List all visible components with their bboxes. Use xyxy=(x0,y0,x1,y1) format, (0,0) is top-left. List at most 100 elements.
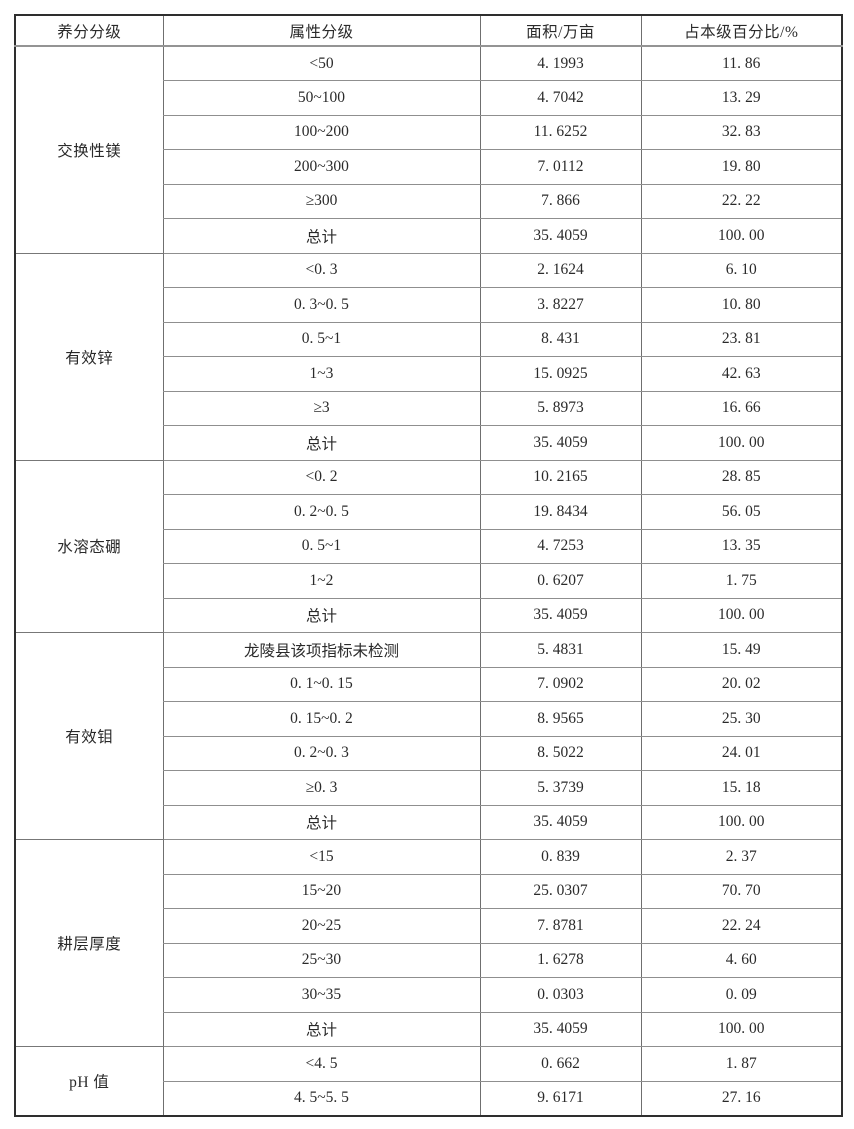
table-row: 4. 5~5. 5 9. 6171 27. 16 xyxy=(15,1081,842,1116)
nutrient-group-cell: 耕层厚度 xyxy=(14,839,163,1047)
percentage-value-cell: 32. 83 xyxy=(640,115,842,150)
table-row: 总计 35. 4059 100. 00 xyxy=(15,425,842,461)
attribute-grade-cell: 龙陵县该项指标未检测 xyxy=(162,632,480,668)
area-value-cell: 8. 9565 xyxy=(479,701,641,737)
percentage-value-cell: 56. 05 xyxy=(640,494,842,530)
attribute-grade-cell: 20~25 xyxy=(162,908,480,944)
area-value-cell: 1. 6278 xyxy=(479,943,641,978)
table-row: 100~200 11. 6252 32. 83 xyxy=(15,115,842,150)
attribute-grade-cell: 1~3 xyxy=(162,356,480,392)
area-value-cell: 8. 431 xyxy=(479,322,641,357)
table-row: ≥0. 3 5. 3739 15. 18 xyxy=(15,770,842,806)
attribute-grade-cell: 总计 xyxy=(162,805,480,840)
percentage-value-cell: 2. 37 xyxy=(640,839,842,875)
table-row: 200~300 7. 0112 19. 80 xyxy=(15,149,842,185)
area-value-cell: 7. 0112 xyxy=(479,149,641,185)
percentage-value-cell: 6. 10 xyxy=(640,253,842,288)
table-row: 0. 1~0. 15 7. 0902 20. 02 xyxy=(15,667,842,702)
table-row: 0. 2~0. 3 8. 5022 24. 01 xyxy=(15,736,842,771)
table-row: ≥3 5. 8973 16. 66 xyxy=(15,391,842,426)
nutrient-group-cell: 水溶态硼 xyxy=(14,460,163,633)
area-value-cell: 0. 6207 xyxy=(479,563,641,599)
table-row: 50~100 4. 7042 13. 29 xyxy=(15,80,842,116)
area-value-cell: 5. 4831 xyxy=(479,632,641,668)
area-value-cell: 9. 6171 xyxy=(479,1081,641,1116)
percentage-value-cell: 42. 63 xyxy=(640,356,842,392)
percentage-value-cell: 15. 49 xyxy=(640,632,842,668)
table-row: 耕层厚度 <15 0. 839 2. 37 xyxy=(14,839,842,1047)
percentage-value-cell: 4. 60 xyxy=(640,943,842,978)
attribute-grade-cell: <4. 5 xyxy=(162,1046,480,1082)
attribute-grade-cell: 0. 15~0. 2 xyxy=(162,701,480,737)
percentage-value-cell: 27. 16 xyxy=(640,1081,842,1116)
area-value-cell: 19. 8434 xyxy=(479,494,641,530)
attribute-grade-cell: ≥300 xyxy=(162,184,480,219)
percentage-value-cell: 1. 75 xyxy=(640,563,842,599)
attribute-grade-cell: <50 xyxy=(162,46,480,81)
table-row: 水溶态硼 <0. 2 10. 2165 28. 85 xyxy=(14,460,842,633)
attribute-grade-cell: <0. 2 xyxy=(162,460,480,495)
attribute-grade-cell: 15~20 xyxy=(162,874,480,909)
percentage-value-cell: 19. 80 xyxy=(640,149,842,185)
attribute-grade-cell: 总计 xyxy=(162,218,480,254)
percentage-value-cell: 28. 85 xyxy=(640,460,842,495)
attribute-grade-cell: 25~30 xyxy=(162,943,480,978)
nutrient-group-cell: pH 值 xyxy=(14,1046,163,1116)
attribute-grade-cell: ≥0. 3 xyxy=(162,770,480,806)
table-row: 0. 3~0. 5 3. 8227 10. 80 xyxy=(15,287,842,323)
header-area: 面积/万亩 xyxy=(479,15,641,47)
area-value-cell: 4. 7042 xyxy=(479,80,641,116)
header-row: 养分分级 属性分级 面积/万亩 占本级百分比/% xyxy=(14,15,842,47)
area-value-cell: 35. 4059 xyxy=(479,1012,641,1047)
area-value-cell: 35. 4059 xyxy=(479,598,641,633)
attribute-grade-cell: 0. 3~0. 5 xyxy=(162,287,480,323)
area-value-cell: 35. 4059 xyxy=(479,218,641,254)
area-value-cell: 11. 6252 xyxy=(479,115,641,150)
percentage-value-cell: 100. 00 xyxy=(640,1012,842,1047)
area-value-cell: 2. 1624 xyxy=(479,253,641,288)
attribute-grade-cell: 总计 xyxy=(162,598,480,633)
area-value-cell: 25. 0307 xyxy=(479,874,641,909)
attribute-grade-cell: 0. 2~0. 3 xyxy=(162,736,480,771)
area-value-cell: 7. 0902 xyxy=(479,667,641,702)
attribute-grade-cell: 0. 1~0. 15 xyxy=(162,667,480,702)
table-row: 总计 35. 4059 100. 00 xyxy=(15,1012,842,1047)
area-value-cell: 10. 2165 xyxy=(479,460,641,495)
attribute-grade-cell: 100~200 xyxy=(162,115,480,150)
percentage-value-cell: 13. 35 xyxy=(640,529,842,564)
attribute-grade-cell: 4. 5~5. 5 xyxy=(162,1081,480,1116)
area-value-cell: 0. 662 xyxy=(479,1046,641,1082)
header-attribute-grade: 属性分级 xyxy=(162,15,480,47)
percentage-value-cell: 100. 00 xyxy=(640,218,842,254)
area-value-cell: 7. 8781 xyxy=(479,908,641,944)
soil-nutrient-classification-table: 养分分级 属性分级 面积/万亩 占本级百分比/% 交换性镁 <50 4. 1993 1… xyxy=(14,14,843,1117)
attribute-grade-cell: 0. 5~1 xyxy=(162,529,480,564)
nutrient-group-cell: 交换性镁 xyxy=(14,46,163,254)
percentage-value-cell: 0. 09 xyxy=(640,977,842,1013)
attribute-grade-cell: 0. 2~0. 5 xyxy=(162,494,480,530)
percentage-value-cell: 25. 30 xyxy=(640,701,842,737)
percentage-value-cell: 100. 00 xyxy=(640,805,842,840)
area-value-cell: 5. 8973 xyxy=(479,391,641,426)
table-row: 1~3 15. 0925 42. 63 xyxy=(15,356,842,392)
attribute-grade-cell: 30~35 xyxy=(162,977,480,1013)
percentage-value-cell: 11. 86 xyxy=(640,46,842,81)
area-value-cell: 3. 8227 xyxy=(479,287,641,323)
table-row: 0. 2~0. 5 19. 8434 56. 05 xyxy=(15,494,842,530)
table-row: 30~35 0. 0303 0. 09 xyxy=(15,977,842,1013)
table-row: 25~30 1. 6278 4. 60 xyxy=(15,943,842,978)
area-value-cell: 7. 866 xyxy=(479,184,641,219)
percentage-value-cell: 20. 02 xyxy=(640,667,842,702)
area-value-cell: 4. 1993 xyxy=(479,46,641,81)
percentage-value-cell: 13. 29 xyxy=(640,80,842,116)
table-row: pH 值 <4. 5 0. 662 1. 87 xyxy=(14,1046,842,1116)
percentage-value-cell: 100. 00 xyxy=(640,598,842,633)
percentage-value-cell: 22. 24 xyxy=(640,908,842,944)
attribute-grade-cell: <0. 3 xyxy=(162,253,480,288)
area-value-cell: 15. 0925 xyxy=(479,356,641,392)
table-row: 0. 5~1 8. 431 23. 81 xyxy=(15,322,842,357)
table-row: 有效钼 龙陵县该项指标未检测 5. 4831 15. 49 xyxy=(14,632,842,840)
percentage-value-cell: 10. 80 xyxy=(640,287,842,323)
attribute-grade-cell: 1~2 xyxy=(162,563,480,599)
